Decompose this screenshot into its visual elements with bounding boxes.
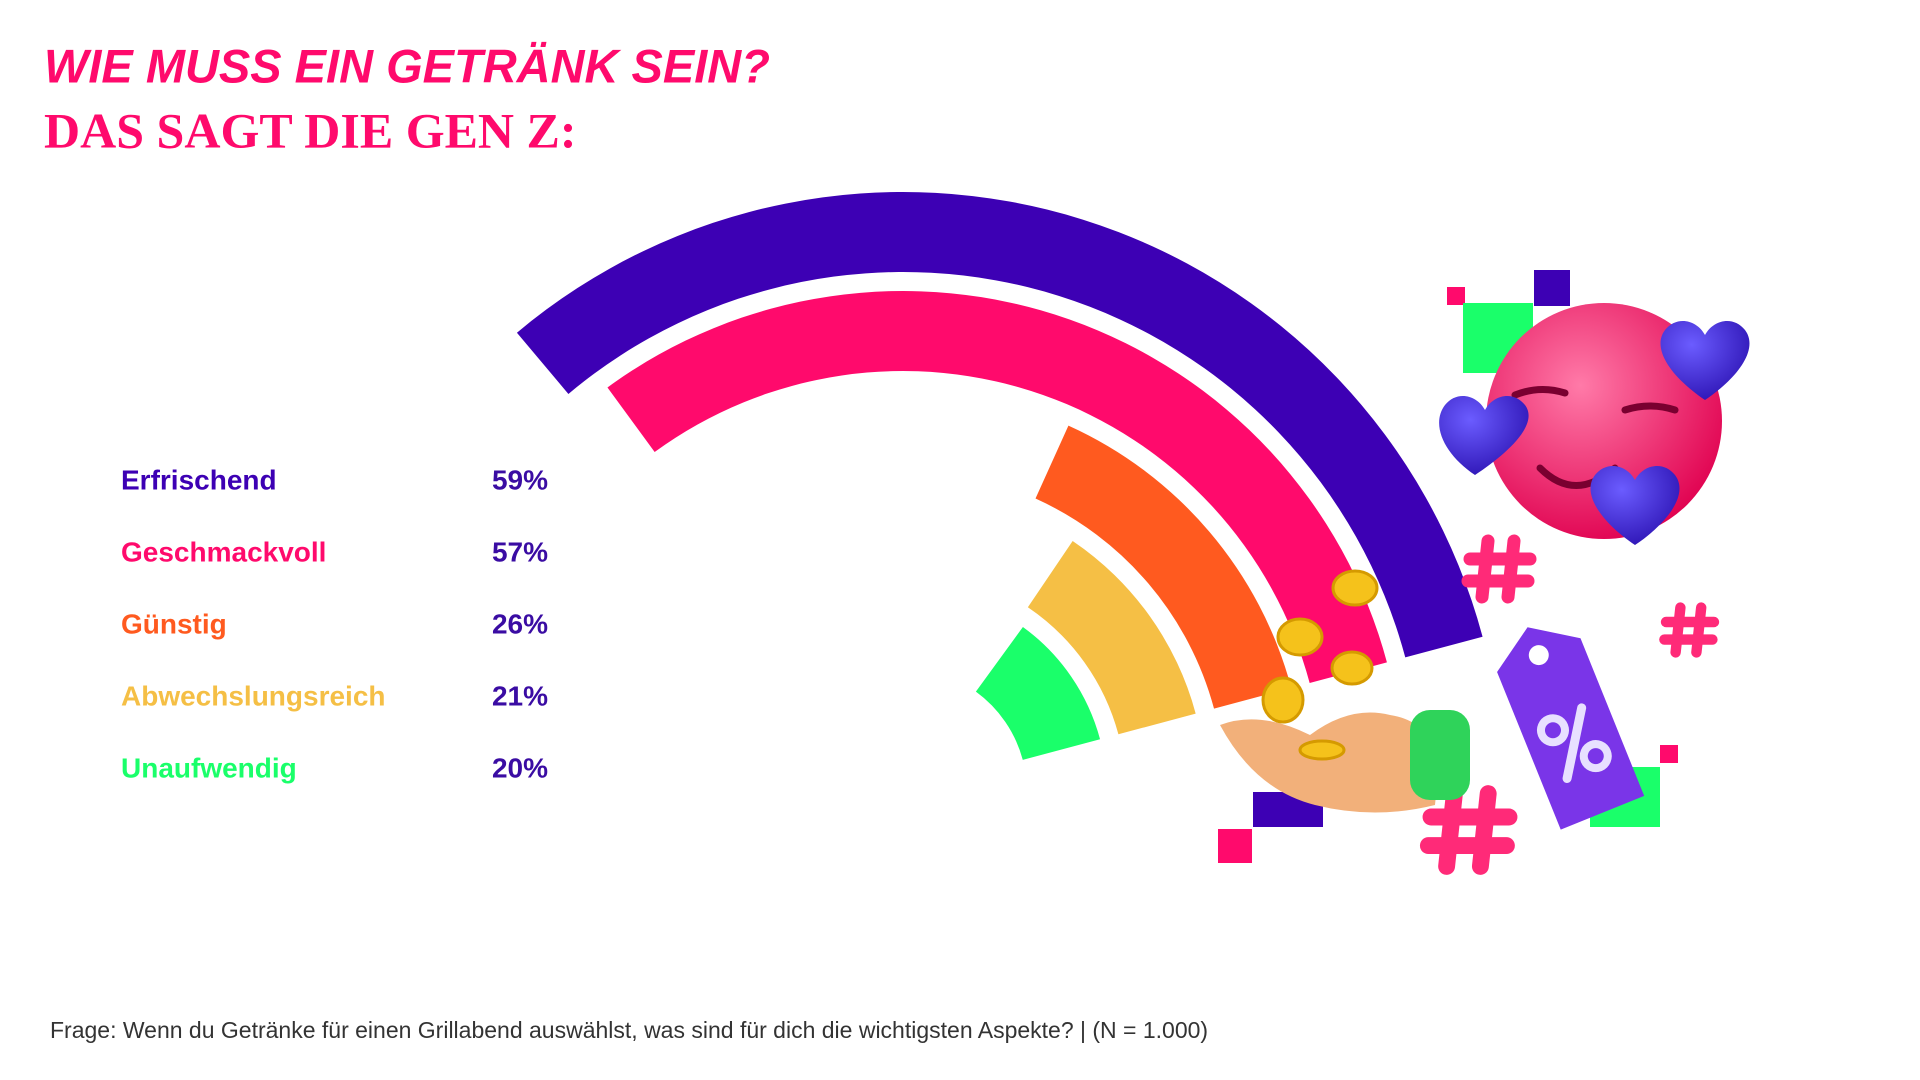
radial-bar <box>607 290 1387 684</box>
legend-label: Abwechslungsreich <box>121 680 386 711</box>
footnote: Frage: Wenn du Getränke für einen Grilla… <box>50 1017 1208 1043</box>
radial-bar <box>516 191 1483 658</box>
value-label: 26% <box>492 608 548 639</box>
chart-subtitle: DAS SAGT DIE GEN Z: <box>44 102 577 158</box>
legend-label: Erfrischend <box>121 464 277 495</box>
legend-label: Unaufwendig <box>121 752 297 783</box>
value-label: 57% <box>492 536 548 567</box>
value-label: 21% <box>492 680 548 711</box>
value-label: 59% <box>492 464 548 495</box>
radial-bar <box>1027 540 1196 735</box>
decoration <box>1218 270 1750 875</box>
chart-title: WIE MUSS EIN GETRÄNK SEIN? <box>44 39 770 92</box>
legend-label: Geschmackvoll <box>121 536 326 567</box>
value-label: 20% <box>492 752 548 783</box>
radial-bar <box>975 626 1101 760</box>
radial-bar <box>1035 425 1292 709</box>
legend-label: Günstig <box>121 608 227 639</box>
